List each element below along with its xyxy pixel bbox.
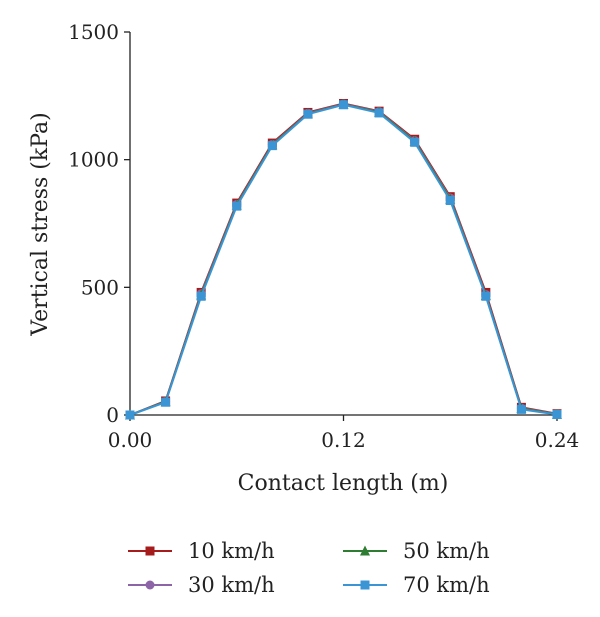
data-point <box>516 404 526 414</box>
legend-label: 70 km/h <box>403 573 490 597</box>
legend-swatch-marker <box>145 546 155 556</box>
legend-item: 30 km/h <box>128 573 275 597</box>
data-point <box>410 137 420 147</box>
series-line <box>129 103 558 416</box>
data-point <box>303 109 313 119</box>
data-point <box>339 100 348 110</box>
data-point <box>267 141 277 151</box>
data-point <box>552 409 562 419</box>
y-axis-ticks: 0 500 1000 1500 <box>68 20 130 427</box>
legend-swatch-marker <box>360 545 370 556</box>
x-tick-label: 0.00 <box>108 428 153 452</box>
data-point <box>374 108 384 118</box>
y-tick-label: 0 <box>106 403 119 427</box>
x-axis-ticks: 0.00 0.12 0.24 <box>108 415 580 452</box>
series-line <box>129 102 558 416</box>
y-axis-title: Vertical stress (kPa) <box>28 112 53 336</box>
legend-swatch-marker <box>360 580 370 590</box>
series-10-km-h <box>125 98 562 420</box>
data-point <box>125 410 135 420</box>
x-axis-title: Contact length (m) <box>238 471 449 496</box>
series-70-km-h <box>125 100 562 420</box>
data-point <box>161 397 171 407</box>
series-30-km-h <box>125 99 562 420</box>
data-point <box>445 196 455 206</box>
series-line <box>129 102 558 416</box>
legend-item: 50 km/h <box>343 539 490 563</box>
legend-label: 50 km/h <box>403 539 490 563</box>
legend-item: 70 km/h <box>343 573 490 597</box>
x-tick-label: 0.12 <box>321 428 366 452</box>
series-layer <box>125 98 562 420</box>
y-tick-label: 1500 <box>68 20 119 44</box>
y-tick-label: 1000 <box>68 148 119 172</box>
series-line <box>129 103 558 416</box>
legend-label: 30 km/h <box>188 573 275 597</box>
plot-area: 0 500 1000 1500 0.00 0.12 0.24 <box>68 20 579 452</box>
y-tick-label: 500 <box>81 275 119 299</box>
legend: 10 km/h 30 km/h 50 km/h 70 km/h <box>128 539 490 597</box>
legend-item: 10 km/h <box>128 539 275 563</box>
data-point <box>481 291 491 301</box>
legend-swatch-marker <box>145 580 155 590</box>
series-50-km-h <box>125 99 562 420</box>
legend-label: 10 km/h <box>188 539 275 563</box>
data-point <box>232 201 242 211</box>
x-tick-label: 0.24 <box>535 428 580 452</box>
data-point <box>196 291 206 301</box>
